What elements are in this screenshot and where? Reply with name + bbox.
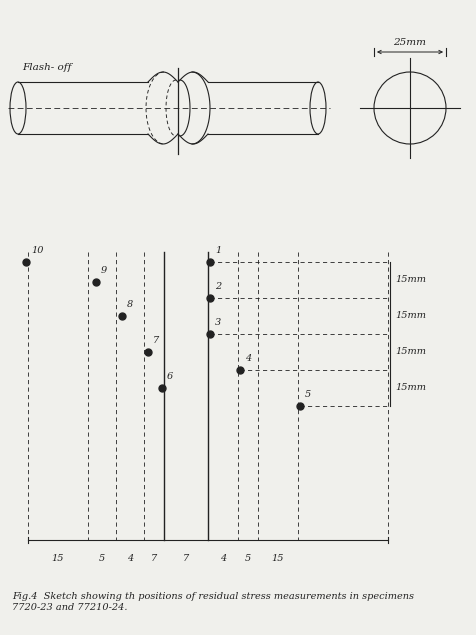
Text: Fig.4  Sketch showing th positions of residual stress measurements in specimens: Fig.4 Sketch showing th positions of res… <box>12 592 414 601</box>
Text: 15mm: 15mm <box>395 384 426 392</box>
Text: 15mm: 15mm <box>395 312 426 321</box>
Text: 8: 8 <box>127 300 133 309</box>
Text: 15: 15 <box>52 554 64 563</box>
Text: 2: 2 <box>215 282 221 291</box>
Text: 7: 7 <box>183 554 189 563</box>
Text: 7: 7 <box>151 554 157 563</box>
Text: 9: 9 <box>101 266 107 275</box>
Text: 4: 4 <box>127 554 133 563</box>
Text: 25mm: 25mm <box>394 38 426 47</box>
Text: 10: 10 <box>31 246 43 255</box>
Text: 4: 4 <box>220 554 226 563</box>
Text: 15: 15 <box>272 554 284 563</box>
Text: 1: 1 <box>215 246 221 255</box>
Text: 6: 6 <box>167 372 173 381</box>
Text: 5: 5 <box>305 390 311 399</box>
Text: 5: 5 <box>99 554 105 563</box>
Text: 15mm: 15mm <box>395 347 426 356</box>
Text: 7720-23 and 77210-24.: 7720-23 and 77210-24. <box>12 603 128 612</box>
Text: 7: 7 <box>153 336 159 345</box>
Text: 5: 5 <box>245 554 251 563</box>
Text: 4: 4 <box>245 354 251 363</box>
Text: 15mm: 15mm <box>395 276 426 284</box>
Text: 3: 3 <box>215 318 221 327</box>
Text: Flash- off: Flash- off <box>22 63 71 72</box>
